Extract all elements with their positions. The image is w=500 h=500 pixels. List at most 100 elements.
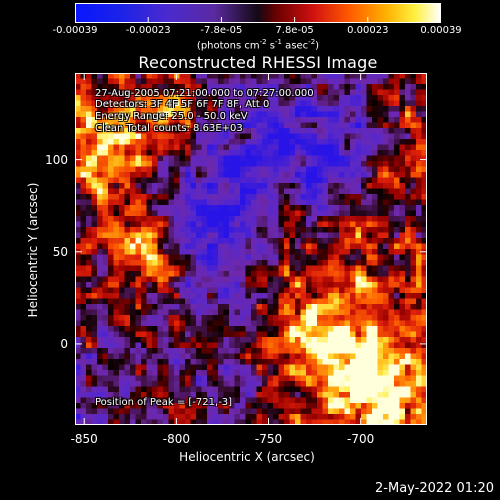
heatmap-cell	[91, 265, 98, 272]
heatmap-cell	[108, 100, 114, 107]
heatmap-cell	[372, 144, 378, 151]
heatmap-cell	[256, 172, 263, 178]
heatmap-cell	[163, 386, 169, 393]
heatmap-cell	[157, 117, 164, 123]
heatmap-cell	[179, 84, 186, 90]
heatmap-cell	[361, 199, 367, 206]
heatmap-cell	[190, 320, 197, 327]
heatmap-cell	[405, 150, 411, 156]
heatmap-cell	[146, 84, 153, 90]
heatmap-cell	[146, 348, 153, 354]
heatmap-cell	[108, 227, 114, 233]
heatmap-cell	[212, 287, 219, 294]
heatmap-cell	[311, 386, 318, 393]
heatmap-cell	[196, 331, 202, 338]
heatmap-cell	[350, 337, 356, 343]
heatmap-cell	[311, 370, 318, 376]
heatmap-cell	[245, 408, 252, 415]
heatmap-cell	[102, 260, 109, 266]
heatmap-cell	[289, 364, 296, 371]
heatmap-cell	[311, 320, 318, 327]
heatmap-cell	[273, 221, 279, 228]
heatmap-cell	[344, 155, 351, 162]
heatmap-cell	[163, 89, 169, 96]
heatmap-cell	[86, 370, 92, 376]
heatmap-cell	[108, 89, 114, 96]
heatmap-cell	[306, 216, 312, 222]
heatmap-cell	[80, 155, 87, 162]
heatmap-cell	[350, 73, 356, 79]
heatmap-cell	[295, 271, 301, 277]
heatmap-cell	[174, 166, 180, 173]
heatmap-cell	[168, 139, 175, 145]
heatmap-cell	[377, 205, 384, 211]
heatmap-cell	[185, 282, 191, 288]
heatmap-cell	[240, 111, 246, 118]
heatmap-cell	[339, 194, 345, 200]
heatmap-cell	[201, 293, 208, 299]
heatmap-cell	[300, 381, 307, 387]
heatmap-cell	[163, 128, 169, 134]
heatmap-cell	[229, 205, 235, 211]
heatmap-cell	[201, 155, 208, 162]
heatmap-cell	[223, 238, 230, 244]
heatmap-cell	[366, 199, 373, 206]
heatmap-cell	[383, 419, 389, 425]
heatmap-cell	[306, 271, 312, 277]
heatmap-cell	[91, 150, 98, 156]
heatmap-cell	[328, 392, 334, 398]
heatmap-cell	[190, 84, 197, 90]
heatmap-cell	[344, 364, 351, 371]
heatmap-cell	[97, 210, 103, 217]
heatmap-cell	[284, 161, 290, 167]
heatmap-cell	[168, 205, 175, 211]
heatmap-cell	[86, 287, 92, 294]
heatmap-cell	[245, 282, 252, 288]
heatmap-cell	[152, 331, 158, 338]
heatmap-cell	[405, 331, 411, 338]
heatmap-cell	[262, 408, 268, 415]
heatmap-cell	[405, 117, 411, 123]
heatmap-cell	[168, 397, 175, 404]
heatmap-cell	[388, 111, 395, 118]
heatmap-cell	[86, 78, 92, 85]
heatmap-cell	[383, 183, 389, 189]
heatmap-cell	[245, 188, 252, 195]
heatmap-cell	[102, 232, 109, 239]
heatmap-cell	[328, 348, 334, 354]
heatmap-cell	[157, 128, 164, 134]
heatmap-cell	[135, 95, 142, 101]
heatmap-cell	[97, 249, 103, 255]
heatmap-cell	[234, 216, 241, 222]
heatmap-cell	[218, 414, 224, 420]
heatmap-cell	[372, 238, 378, 244]
heatmap-cell	[295, 320, 301, 327]
heatmap-cell	[163, 73, 169, 79]
heatmap-cell	[262, 238, 268, 244]
heatmap-cell	[350, 188, 356, 195]
heatmap-cell	[361, 419, 367, 425]
annotation-peak: Position of Peak = [-721,-3]	[95, 397, 233, 408]
heatmap-cell	[168, 375, 175, 382]
heatmap-cell	[322, 326, 329, 332]
heatmap-cell	[273, 133, 279, 140]
heatmap-cell	[421, 111, 427, 118]
heatmap-cell	[300, 353, 307, 360]
heatmap-cell	[383, 122, 389, 129]
heatmap-cell	[372, 172, 378, 178]
heatmap-cell	[75, 386, 81, 393]
heatmap-cell	[152, 408, 158, 415]
heatmap-cell	[135, 414, 142, 420]
heatmap-cell	[322, 249, 329, 255]
heatmap-cell	[394, 265, 400, 272]
heatmap-cell	[267, 392, 274, 398]
heatmap-cell	[218, 375, 224, 382]
heatmap-cell	[179, 309, 186, 316]
heatmap-cell	[361, 205, 367, 211]
heatmap-cell	[218, 392, 224, 398]
heatmap-cell	[306, 95, 312, 101]
heatmap-cell	[350, 276, 356, 283]
heatmap-cell	[416, 249, 422, 255]
heatmap-cell	[108, 199, 114, 206]
heatmap-cell	[311, 309, 318, 316]
